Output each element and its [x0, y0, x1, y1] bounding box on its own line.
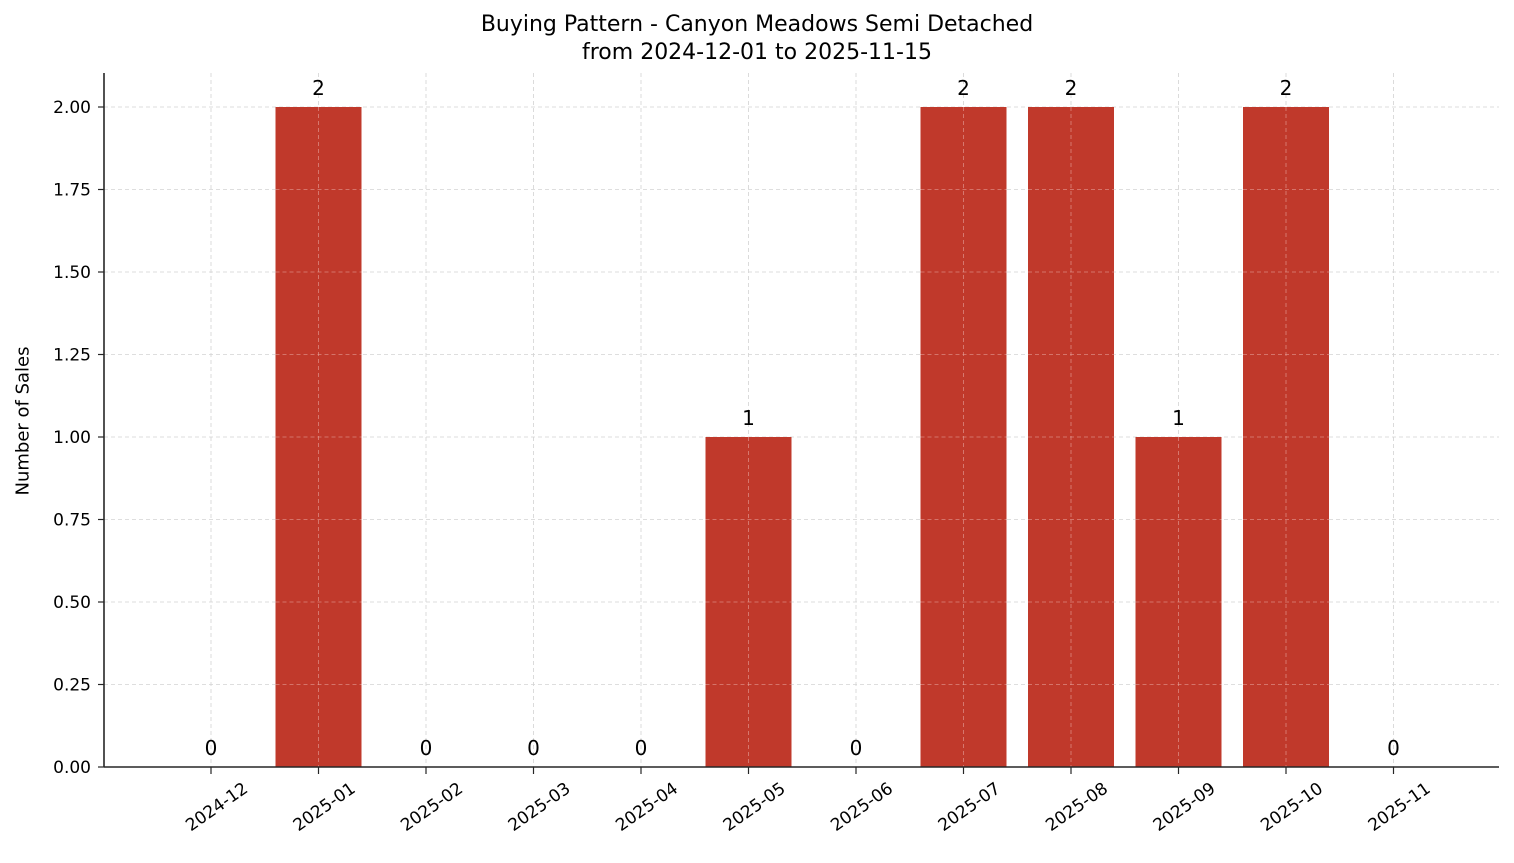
bar-value-label: 0 [635, 736, 648, 760]
x-tick-label: 2025-10 [1257, 779, 1327, 836]
bar-value-label: 1 [742, 406, 755, 430]
y-tick-label: 1.00 [53, 428, 91, 448]
x-tick-label: 2025-11 [1365, 779, 1435, 836]
y-tick-label: 0.75 [53, 511, 91, 531]
x-tick-label: 2025-04 [612, 779, 682, 836]
y-axis-ticks: 0.00 0.25 0.50 0.75 1.00 1.25 1.50 1.75 2.00 [53, 98, 104, 778]
x-tick-label: 2025-05 [720, 779, 790, 836]
y-axis-label: Number of Sales [12, 346, 34, 496]
y-tick-label: 0.00 [53, 758, 91, 778]
x-axis-ticks: 2024-12 2025-01 2025-02 2025-03 2025-04 2025-… [182, 767, 1434, 836]
bar-value-label: 0 [1387, 736, 1400, 760]
y-tick-label: 0.50 [53, 593, 91, 613]
bar-value-label: 2 [957, 76, 970, 100]
x-tick-label: 2025-06 [827, 779, 897, 836]
bar-series [275, 107, 1329, 767]
bar-value-label: 0 [850, 736, 863, 760]
x-tick-label: 2025-03 [505, 779, 575, 836]
y-tick-label: 1.25 [53, 346, 91, 366]
chart-title-line-2: from 2024-12-01 to 2025-11-15 [582, 40, 932, 65]
bar-value-label: 0 [420, 736, 433, 760]
bar-value-label: 2 [1065, 76, 1078, 100]
x-tick-label: 2025-09 [1150, 779, 1220, 836]
y-tick-label: 2.00 [53, 98, 91, 118]
x-tick-label: 2024-12 [182, 779, 252, 836]
x-tick-label: 2025-08 [1042, 779, 1112, 836]
y-tick-label: 1.75 [53, 181, 91, 201]
bar-value-label: 1 [1172, 406, 1185, 430]
chart-title-line-1: Buying Pattern - Canyon Meadows Semi Det… [480, 12, 1034, 37]
bar-value-label: 2 [1280, 76, 1293, 100]
y-tick-label: 1.50 [53, 263, 91, 283]
bar-value-label: 0 [205, 736, 218, 760]
x-tick-label: 2025-07 [935, 779, 1005, 836]
x-tick-label: 2025-01 [290, 779, 360, 836]
bar-value-label: 0 [527, 736, 540, 760]
y-tick-label: 0.25 [53, 676, 91, 696]
bar-value-labels: 0 2 0 0 0 1 0 2 2 1 2 0 [205, 76, 1400, 760]
axes [103, 73, 1499, 768]
x-tick-label: 2025-02 [397, 779, 467, 836]
bar-value-label: 2 [312, 76, 325, 100]
